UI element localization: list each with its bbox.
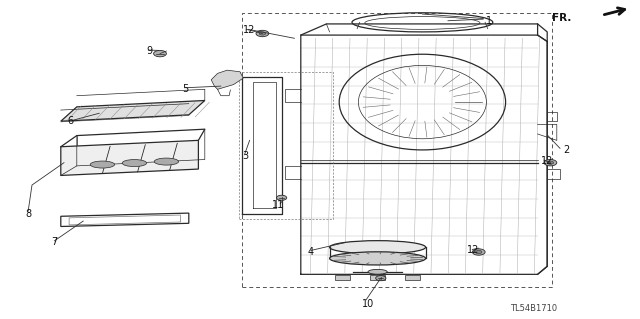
- Ellipse shape: [154, 158, 179, 165]
- Bar: [405, 275, 420, 280]
- Circle shape: [376, 276, 386, 281]
- Text: 11: 11: [271, 200, 284, 210]
- Polygon shape: [211, 70, 243, 89]
- Text: 10: 10: [362, 299, 374, 309]
- Circle shape: [259, 32, 266, 35]
- Circle shape: [256, 30, 269, 37]
- Text: TL54B1710: TL54B1710: [509, 304, 557, 313]
- Text: 7: 7: [51, 237, 58, 248]
- Bar: [335, 275, 350, 280]
- Polygon shape: [61, 100, 205, 121]
- Circle shape: [544, 160, 557, 166]
- Circle shape: [547, 161, 554, 164]
- Text: 4: 4: [307, 247, 314, 257]
- Circle shape: [476, 250, 482, 254]
- Text: 2: 2: [563, 145, 570, 155]
- Text: 3: 3: [242, 151, 248, 161]
- Ellipse shape: [368, 269, 387, 274]
- Text: 9: 9: [146, 46, 152, 56]
- Text: 6: 6: [67, 116, 74, 126]
- Text: 1: 1: [486, 16, 493, 26]
- Text: 12: 12: [467, 245, 479, 256]
- Bar: [239, 72, 333, 219]
- Bar: [370, 275, 385, 280]
- Circle shape: [472, 249, 485, 255]
- Text: 12: 12: [243, 25, 255, 35]
- Text: 8: 8: [26, 209, 32, 219]
- Bar: [242, 13, 552, 287]
- Ellipse shape: [330, 241, 426, 254]
- Ellipse shape: [330, 252, 426, 265]
- Ellipse shape: [90, 161, 115, 168]
- Polygon shape: [61, 140, 198, 175]
- Circle shape: [276, 195, 287, 200]
- Text: 5: 5: [182, 84, 189, 94]
- Ellipse shape: [122, 160, 147, 167]
- Circle shape: [154, 50, 166, 57]
- Text: 12: 12: [541, 156, 553, 166]
- Text: FR.: FR.: [552, 13, 572, 23]
